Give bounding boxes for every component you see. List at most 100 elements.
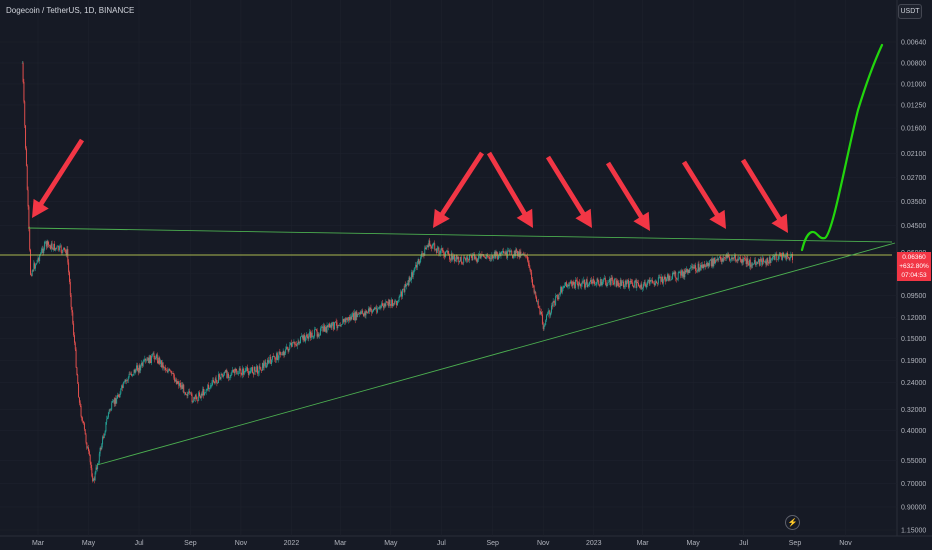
- candle-body: [750, 264, 752, 267]
- candle-body: [156, 354, 158, 361]
- candle-body: [410, 280, 412, 281]
- candle-body: [401, 288, 403, 297]
- candle-body: [229, 375, 231, 378]
- candle-body: [609, 278, 611, 285]
- candle-body: [101, 444, 103, 450]
- candle-body: [189, 392, 191, 394]
- candle-body: [513, 250, 515, 256]
- candle-body: [181, 385, 183, 389]
- candle-body: [137, 370, 139, 373]
- time-axis[interactable]: Mar May Jul Sep Nov 2022 Mar May Jul Sep Nov 2023 Ma…: [32, 540, 852, 547]
- candle-body: [46, 240, 48, 247]
- candle-body: [705, 265, 707, 267]
- candle-body: [267, 359, 269, 363]
- candle-body: [43, 249, 45, 254]
- candle-body: [339, 325, 340, 326]
- candle-body: [515, 249, 517, 257]
- candle-body: [584, 279, 586, 288]
- candle-body: [594, 284, 596, 285]
- candle-body: [477, 259, 479, 262]
- candle-body: [622, 281, 624, 283]
- candle-body: [676, 278, 678, 280]
- candle-body: [93, 478, 95, 481]
- candle-body: [490, 258, 492, 260]
- candle-body: [464, 257, 465, 259]
- candle-body: [87, 447, 89, 449]
- candle-body: [225, 370, 227, 373]
- candle-body: [234, 368, 236, 374]
- candle-body: [233, 369, 234, 372]
- candle-body: [65, 251, 67, 256]
- candle-body: [339, 325, 341, 327]
- candle-body: [51, 243, 53, 249]
- candle-body: [716, 258, 718, 261]
- candle-body: [61, 252, 63, 253]
- candle-body: [397, 301, 398, 306]
- candle-body: [670, 280, 672, 281]
- red-arrow: [740, 158, 788, 233]
- candle-body: [754, 259, 756, 265]
- candle-body: [489, 258, 491, 260]
- candle-body: [557, 297, 559, 300]
- lightning-icon[interactable]: ⚡: [785, 515, 800, 530]
- candle-body: [120, 388, 122, 394]
- candle-body: [352, 313, 354, 315]
- candle-body: [329, 323, 330, 328]
- candle-body: [450, 259, 451, 261]
- candle-body: [715, 259, 717, 261]
- candle-body: [724, 257, 726, 259]
- candle-body: [692, 267, 694, 268]
- candle-body: [681, 270, 682, 276]
- candle-body: [508, 250, 510, 253]
- candle-body: [487, 254, 489, 257]
- candle-body: [213, 381, 215, 383]
- candle-body: [369, 307, 371, 312]
- last-price-tag: 0.06360 +632.80% 07:04:53: [897, 252, 931, 281]
- candle-body: [302, 335, 304, 340]
- candle-body: [591, 281, 593, 284]
- candle-body: [430, 244, 432, 247]
- candle-body: [710, 259, 711, 261]
- candle-body: [435, 248, 437, 253]
- candle-body: [501, 251, 503, 253]
- candle-body: [517, 250, 518, 257]
- candle-body: [242, 368, 244, 376]
- candle-body: [60, 245, 62, 253]
- candle-body: [126, 380, 128, 381]
- candle-body: [367, 311, 369, 313]
- candle-body: [206, 389, 208, 391]
- candle-body: [556, 295, 557, 296]
- candle-body: [522, 253, 524, 256]
- candle-body: [92, 476, 94, 482]
- candle-body: [549, 310, 551, 316]
- candle-body: [522, 253, 523, 255]
- candle-body: [780, 255, 782, 257]
- candle-body: [546, 313, 548, 316]
- candle-body: [751, 264, 753, 266]
- candle-body: [261, 362, 263, 371]
- candle-body: [305, 334, 307, 338]
- candle-body: [90, 462, 92, 469]
- price-axis[interactable]: 0.00640 0.00800 0.01000 0.01250 0.01600 0.021…: [901, 40, 926, 535]
- candle-body: [672, 272, 674, 274]
- candle-body: [739, 257, 741, 261]
- candle-body: [479, 254, 481, 258]
- candle-body: [128, 373, 130, 378]
- x-tick-label: Sep: [486, 540, 499, 547]
- candle-body: [440, 248, 442, 251]
- x-tick-label: Mar: [334, 540, 347, 547]
- candle-body: [304, 335, 306, 342]
- candle-body: [89, 454, 91, 463]
- candle-body: [208, 384, 210, 389]
- candle-body: [620, 280, 622, 286]
- candle-body: [261, 370, 263, 371]
- candle-body: [492, 254, 494, 259]
- candle-body: [40, 253, 41, 256]
- y-tick-label: 0.70000: [901, 481, 926, 488]
- candle-body: [208, 388, 210, 389]
- currency-button[interactable]: USDT: [898, 4, 922, 19]
- candle-body: [715, 259, 716, 264]
- candle-body: [71, 306, 73, 313]
- candle-body: [343, 319, 345, 322]
